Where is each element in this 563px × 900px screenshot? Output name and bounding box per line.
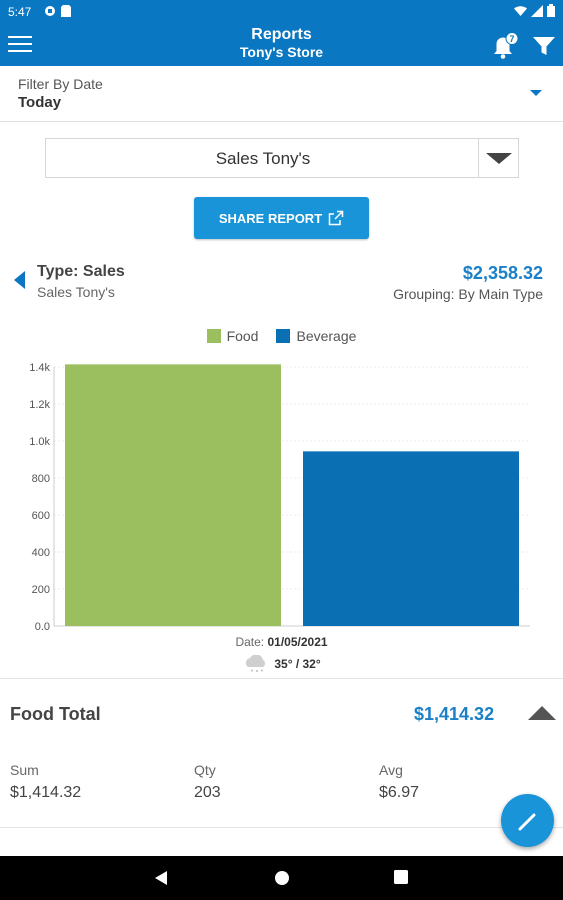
bar-food xyxy=(65,364,281,626)
back-arrow-icon[interactable] xyxy=(14,271,25,289)
legend-item-beverage[interactable]: Beverage xyxy=(276,328,356,344)
filter-icon xyxy=(533,37,555,55)
y-tick-label: 1.2k xyxy=(29,399,50,411)
chart-date: Date: 01/05/2021 xyxy=(0,635,563,649)
status-time: 5:47 xyxy=(8,5,32,19)
legend-swatch-beverage xyxy=(276,329,291,343)
report-select-value: Sales Tony's xyxy=(215,149,311,168)
stat-qty-value: 203 xyxy=(194,784,221,801)
app-bar: Reports Tony's Store 7 xyxy=(0,24,563,66)
recents-nav-icon[interactable] xyxy=(394,870,408,884)
stat-avg-value: $6.97 xyxy=(379,784,420,801)
store-name: Tony's Store xyxy=(239,44,324,60)
bar-beverage xyxy=(303,451,519,626)
stat-avg-label: Avg xyxy=(379,762,403,778)
report-select[interactable]: Sales Tony's xyxy=(45,138,519,178)
legend-item-food[interactable]: Food xyxy=(206,328,259,344)
home-nav-icon[interactable] xyxy=(274,870,290,886)
status-notification-icons xyxy=(44,5,71,17)
y-tick-label: 400 xyxy=(32,547,50,559)
status-system-icons xyxy=(514,4,555,17)
notification-count-badge: 7 xyxy=(509,34,514,44)
chart-legend: Food Beverage xyxy=(0,328,563,344)
legend-label-food: Food xyxy=(226,328,259,344)
edit-fab-button[interactable] xyxy=(501,794,554,847)
external-link-icon xyxy=(328,210,344,226)
signal-icon xyxy=(531,4,543,17)
sd-card-icon xyxy=(61,5,71,17)
back-nav-icon[interactable] xyxy=(154,870,168,886)
y-tick-label: 1.0k xyxy=(29,436,50,448)
y-tick-label: 200 xyxy=(32,584,50,596)
report-name: Sales Tony's xyxy=(37,284,115,300)
bar-chart-svg: 0.0 200 400 600 800 1.0k 1.2k 1.4k xyxy=(29,362,530,633)
legend-swatch-food xyxy=(206,329,221,343)
weather-info: 35° / 32° xyxy=(0,655,563,673)
snow-cloud-icon xyxy=(246,655,266,672)
stat-sum: Sum $1,414.32 xyxy=(10,762,81,802)
food-total-label: Food Total xyxy=(10,704,101,724)
chart-date-label: Date: xyxy=(235,635,265,649)
report-type: Type: Sales xyxy=(37,263,125,280)
date-filter-label: Filter By Date xyxy=(18,76,103,92)
filter-button[interactable] xyxy=(532,34,556,58)
pencil-icon xyxy=(518,813,535,830)
system-nav-bar xyxy=(0,856,563,900)
weather-temps: 35° / 32° xyxy=(274,657,321,671)
battery-icon xyxy=(547,4,555,17)
app-notification-icon xyxy=(45,6,55,16)
bell-icon: 7 xyxy=(494,32,519,59)
legend-label-beverage: Beverage xyxy=(296,328,357,344)
chart-date-value: 01/05/2021 xyxy=(267,635,328,649)
section-divider xyxy=(0,827,563,828)
stat-sum-value: $1,414.32 xyxy=(10,784,82,801)
y-tick-label: 600 xyxy=(32,510,50,522)
chevron-down-icon xyxy=(530,90,542,96)
stat-qty-label: Qty xyxy=(194,762,216,778)
y-tick-label: 800 xyxy=(32,473,50,485)
stat-qty: Qty 203 xyxy=(194,762,221,802)
report-dropdown-button[interactable] xyxy=(478,139,518,177)
section-divider xyxy=(0,678,563,679)
status-bar: 5:47 xyxy=(0,0,563,24)
share-report-button[interactable]: SHARE REPORT xyxy=(194,197,369,239)
date-filter-dropdown[interactable]: Filter By Date Today xyxy=(0,66,563,122)
report-grouping: Grouping: By Main Type xyxy=(393,286,543,302)
date-filter-value: Today xyxy=(18,94,62,111)
stat-avg: Avg $6.97 xyxy=(379,762,419,802)
y-tick-label: 0.0 xyxy=(35,621,50,633)
triangle-down-icon xyxy=(486,153,512,164)
food-total-amount: $1,414.32 xyxy=(414,704,495,724)
share-report-label: SHARE REPORT xyxy=(218,210,323,226)
page-title: Reports xyxy=(251,26,312,43)
stat-sum-label: Sum xyxy=(10,762,39,778)
sales-chart: Food Beverage 0.0 200 400 600 800 1.0k 1.2k 1.4… xyxy=(0,320,563,680)
wifi-icon xyxy=(514,5,527,16)
collapse-triangle-icon[interactable] xyxy=(528,706,556,720)
y-tick-label: 1.4k xyxy=(29,362,50,374)
menu-button[interactable] xyxy=(8,36,32,54)
notifications-button[interactable]: 7 xyxy=(490,32,520,60)
report-total: $2,358.32 xyxy=(462,263,543,283)
